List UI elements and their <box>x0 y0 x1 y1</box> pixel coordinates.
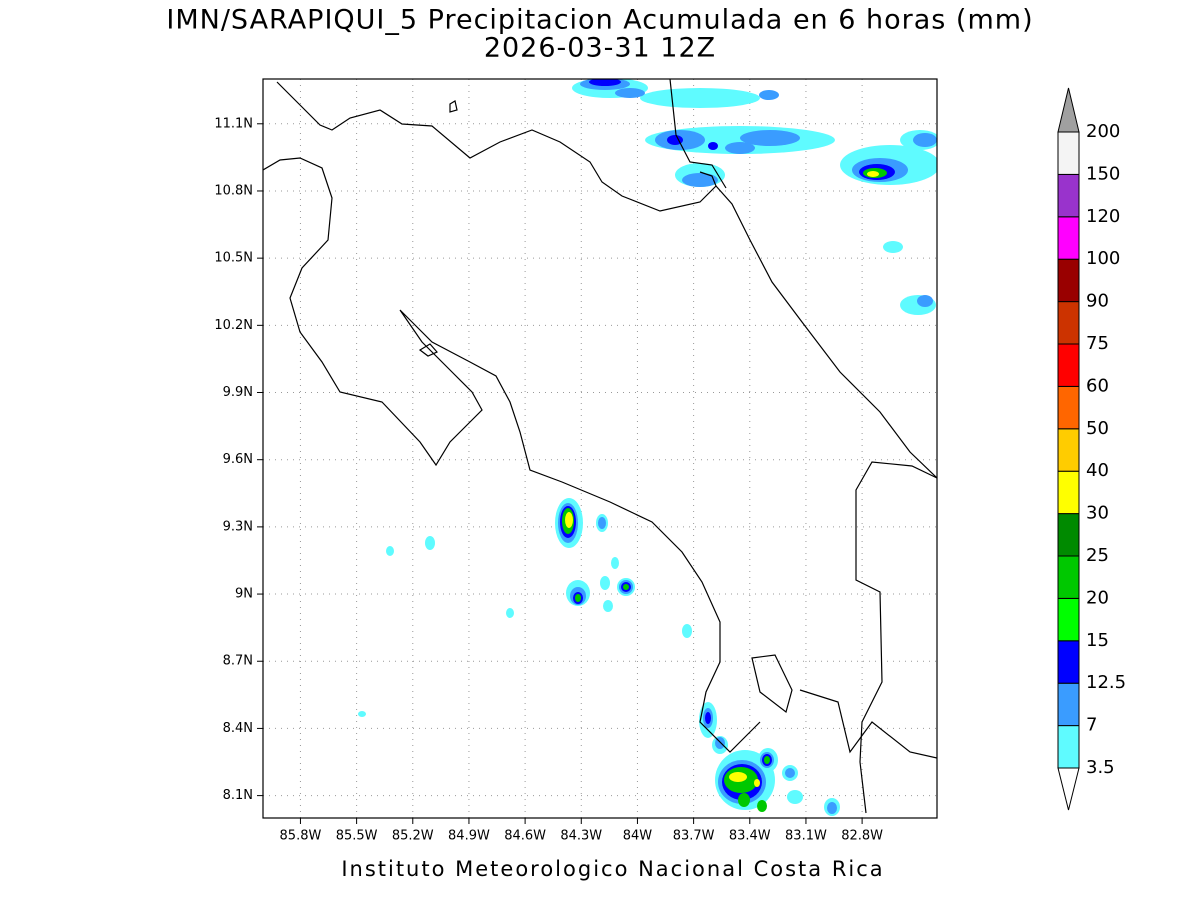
colorbar-label: 100 <box>1086 248 1120 269</box>
colorbar-over <box>1057 87 1080 133</box>
colorbar-label: 3.5 <box>1086 757 1115 778</box>
colorbar-box <box>1057 173 1080 218</box>
colorbar-label: 30 <box>1086 503 1109 524</box>
colorbar-under <box>1057 767 1080 811</box>
coastline <box>263 79 937 814</box>
subtitle: 2026-03-31 12Z <box>484 33 716 64</box>
colorbar-box <box>1057 385 1080 430</box>
colorbar-box <box>1057 513 1080 557</box>
colorbar-box <box>1057 597 1080 642</box>
colorbar-label: 40 <box>1086 460 1109 481</box>
colorbar-label: 50 <box>1086 418 1109 439</box>
colorbar-box <box>1057 216 1080 260</box>
colorbar-label: 7 <box>1086 715 1097 736</box>
colorbar-box <box>1057 343 1080 387</box>
x-tick-label: 83.1W <box>785 829 827 844</box>
colorbar-label: 15 <box>1086 630 1109 651</box>
colorbar-box <box>1057 682 1080 727</box>
footer: Instituto Meteorologico Nacional Costa R… <box>341 857 884 881</box>
x-tick-label: 85.5W <box>336 829 378 844</box>
y-tick-label: 10.2N <box>214 318 253 333</box>
y-tick-label: 8.1N <box>223 788 253 803</box>
x-tick-label: 82.8W <box>841 829 883 844</box>
x-tick-label: 84.3W <box>560 829 602 844</box>
y-tick-label: 8.7N <box>223 654 253 669</box>
colorbar-label: 20 <box>1086 587 1109 608</box>
map-frame <box>262 78 938 819</box>
colorbar-label: 90 <box>1086 291 1109 312</box>
x-tick-label: 83.7W <box>673 829 715 844</box>
colorbar-box <box>1057 555 1080 599</box>
colorbar-label: 120 <box>1086 206 1120 227</box>
title: IMN/SARAPIQUI_5 Precipitacion Acumulada … <box>166 5 1033 36</box>
colorbar-box <box>1057 725 1080 769</box>
x-tick-label: 84.6W <box>504 829 546 844</box>
colorbar-label: 25 <box>1086 545 1109 566</box>
colorbar-label: 60 <box>1086 375 1109 396</box>
x-tick-label: 83.4W <box>729 829 771 844</box>
x-tick-label: 84.9W <box>448 829 490 844</box>
colorbar-label: 150 <box>1086 163 1120 184</box>
y-tick-label: 9.9N <box>223 385 253 400</box>
y-tick-label: 8.4N <box>223 721 253 736</box>
y-tick-label: 11.1N <box>214 116 253 131</box>
y-tick-label: 10.8N <box>214 183 253 198</box>
colorbar-label: 200 <box>1086 121 1120 142</box>
precipitation <box>358 79 937 816</box>
colorbar-box <box>1057 131 1080 175</box>
y-tick-label: 10.5N <box>214 251 253 266</box>
grid <box>263 79 937 818</box>
colorbar-label: 12.5 <box>1086 672 1126 693</box>
x-tick-label: 84W <box>623 829 653 844</box>
x-tick-label: 85.2W <box>392 829 434 844</box>
colorbar-label: 75 <box>1086 333 1109 354</box>
colorbar-box <box>1057 428 1080 472</box>
y-tick-label: 9.6N <box>223 452 253 467</box>
colorbar-box <box>1057 470 1080 515</box>
x-tick-label: 85.8W <box>280 829 322 844</box>
y-tick-label: 9.3N <box>223 519 253 534</box>
y-tick-label: 9N <box>235 587 253 602</box>
colorbar-box <box>1057 258 1080 303</box>
colorbar-box <box>1057 301 1080 345</box>
colorbar-box <box>1057 640 1080 684</box>
